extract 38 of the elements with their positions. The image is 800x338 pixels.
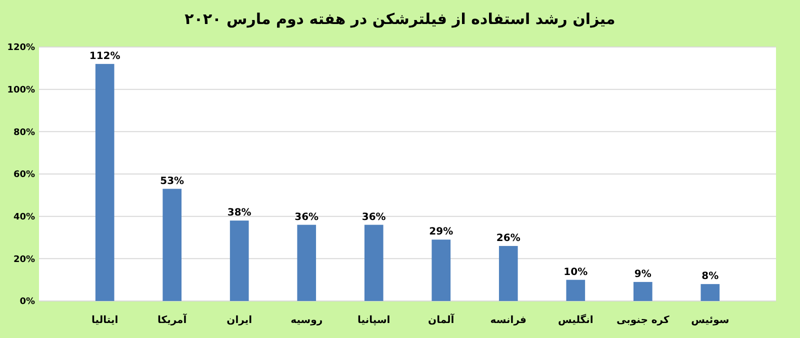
bar — [566, 280, 586, 301]
bar — [162, 188, 182, 301]
y-tick-label: 60% — [13, 170, 35, 180]
data-label: 8% — [702, 271, 719, 282]
bar — [700, 284, 720, 301]
data-label: 29% — [429, 226, 454, 238]
y-tick-label: 80% — [13, 128, 35, 138]
y-tick-label: 40% — [13, 212, 35, 222]
data-label: 53% — [160, 176, 184, 187]
data-label: 38% — [227, 208, 252, 219]
chart-title: میزان رشد استفاده از فیلترشکن در هفته دوم مارس ۲۰۲۰ — [184, 10, 616, 28]
x-tick-label: ایتالیا — [92, 315, 118, 326]
data-label: 10% — [564, 266, 588, 278]
y-tick-label: 100% — [7, 85, 35, 96]
data-label: 36% — [294, 212, 319, 223]
y-tick-label: 20% — [13, 254, 35, 265]
data-label: 36% — [362, 212, 386, 223]
x-tick-label: سوئیس — [691, 315, 730, 326]
bar — [364, 224, 384, 301]
y-tick-label: 0% — [20, 297, 35, 308]
x-tick-label: کره جنوبی — [616, 315, 670, 326]
bar — [432, 240, 451, 301]
bar — [230, 220, 249, 301]
x-tick-label: آلمان — [428, 313, 455, 326]
bar — [95, 64, 114, 301]
x-tick-label: آمریکا — [158, 313, 188, 326]
data-label: 9% — [634, 268, 652, 280]
bar — [498, 246, 518, 301]
y-tick-label: 120% — [7, 43, 35, 54]
bar — [633, 282, 652, 301]
bar — [297, 224, 316, 301]
data-label: 26% — [496, 232, 520, 244]
x-tick-label: روسیه — [290, 315, 323, 326]
x-tick-label: فرانسه — [490, 315, 526, 326]
x-tick-label: انگلیس — [558, 313, 594, 326]
x-tick-label: ایران — [226, 315, 252, 326]
data-label: 112% — [89, 50, 120, 62]
x-tick-label: اسپانیا — [358, 315, 390, 326]
